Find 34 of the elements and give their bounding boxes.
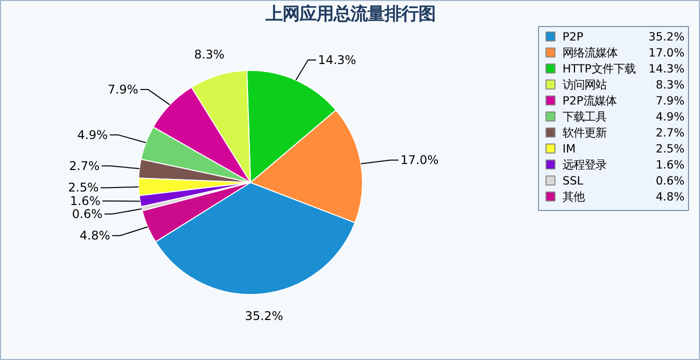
legend-label: HTTP文件下载 [562, 62, 636, 76]
legend-label: SSL [562, 174, 584, 188]
legend-label: IM [562, 142, 576, 156]
data-label: 17.0% [400, 153, 439, 168]
legend-label: P2P [562, 30, 584, 44]
text: 17.0% [648, 46, 685, 60]
data-label: 14.3% [318, 53, 356, 67]
text: 2.5% [656, 142, 684, 156]
data-label: 4.8% [80, 228, 110, 243]
text: 8.3% [656, 78, 684, 92]
text: 1.6% [656, 158, 684, 172]
text: 4.9% [656, 110, 684, 124]
text: 14.3% [648, 62, 685, 76]
text: 35.2% [648, 30, 685, 44]
data-label: 7.9% [108, 82, 138, 97]
data-label: 8.3% [194, 47, 225, 62]
chart-title: 上网应用总流量排行图 [264, 4, 436, 24]
legend-label: 其他 [562, 190, 584, 204]
legend-label: 访问网站 [562, 78, 606, 92]
data-label: 4.9% [77, 128, 108, 142]
legend-label: 下载工具 [562, 110, 606, 124]
text: 0.6% [656, 174, 684, 188]
legend-label: P2P流媒体 [562, 94, 616, 108]
data-label: 0.6% [72, 207, 102, 222]
data-label: 1.6% [70, 194, 101, 208]
legend-label: 软件更新 [562, 126, 606, 140]
data-label: 2.7% [69, 158, 100, 173]
legend-label: 远程登录 [562, 158, 606, 172]
data-label: 35.2% [245, 308, 284, 323]
data-label: 2.5% [68, 180, 99, 195]
legend-label: 网络流媒体 [562, 46, 618, 60]
text: 7.9% [656, 94, 684, 108]
text: 4.8% [656, 190, 684, 204]
text: 2.7% [656, 126, 684, 140]
